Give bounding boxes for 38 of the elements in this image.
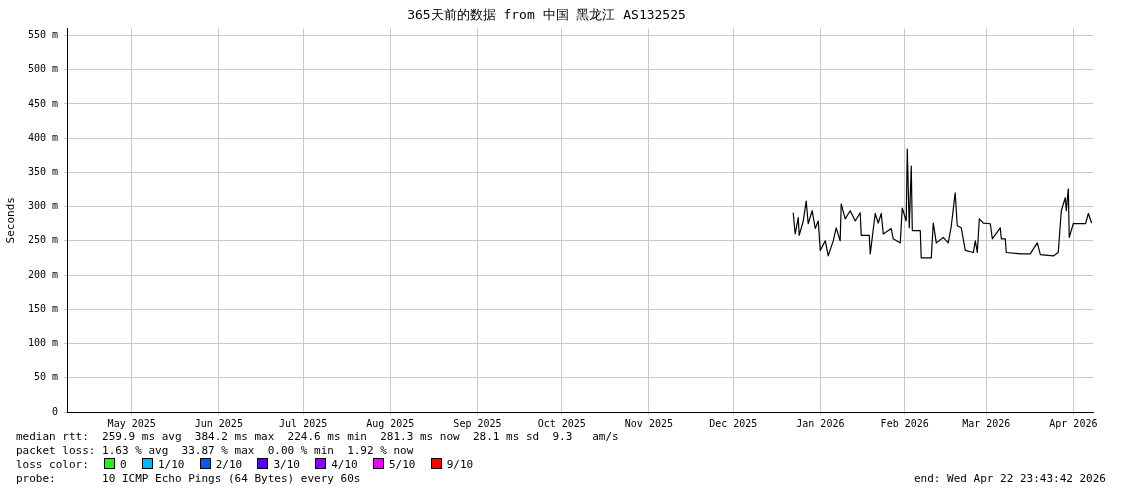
chart-title: 365天前的数据 from 中国 黑龙江 AS132525 — [407, 7, 686, 23]
y-tick-label: 300 m — [27, 200, 58, 212]
x-tick-label: Jul 2025 — [279, 417, 328, 429]
y-tick-label: 400 m — [27, 131, 58, 143]
x-tick-label: May 2025 — [107, 417, 156, 429]
x-tick-label: Mar 2026 — [962, 417, 1011, 429]
text: 2/10 — [215, 458, 244, 471]
x-tick-label: Jun 2025 — [194, 417, 243, 429]
x-tick-label: Oct 2025 — [537, 417, 586, 429]
x-tick-label: Jan 2026 — [796, 417, 845, 429]
text: 3/10 — [273, 458, 301, 471]
x-tick-label: Dec 2025 — [709, 417, 758, 429]
x-tick-label: Apr 2026 — [1049, 417, 1098, 429]
x-tick-label: Nov 2025 — [624, 417, 673, 429]
y-tick-label: 500 m — [27, 63, 58, 75]
x-tick-label: Sep 2025 — [453, 417, 502, 429]
text: 9/10 — [446, 458, 475, 471]
x-tick-label: Aug 2025 — [366, 417, 415, 429]
y-tick-label: 100 m — [27, 337, 58, 349]
y-axis-title: Seconds — [4, 197, 17, 244]
text: 4/10 — [331, 458, 359, 471]
y-tick-label: 250 m — [27, 234, 58, 246]
text: 0 — [120, 458, 128, 471]
text: 1/10 — [157, 458, 186, 471]
y-tick-label: 150 m — [27, 302, 58, 314]
text: end: Wed Apr 22 23:43:42 2026 — [913, 472, 1106, 486]
y-tick-label: 50 m — [33, 371, 58, 383]
y-tick-label: 450 m — [27, 97, 58, 109]
y-tick-label: 200 m — [27, 268, 58, 280]
y-tick-label: 550 m — [27, 29, 58, 41]
x-tick-label: Feb 2026 — [880, 417, 929, 429]
text: loss color: — [16, 458, 90, 471]
y-tick-label: 0 — [51, 405, 58, 417]
text: median rtt: 259.9 ms avg 384.2 ms max 224.6 ms min 281.3 ms now 28.1 ms sd 9.3 am/s — [16, 430, 620, 444]
y-tick-label: 350 m — [27, 165, 58, 177]
text: packet loss: 1.63 % avg 33.87 % max 0.00 % min 1.92 % now — [16, 444, 415, 458]
text: 5/10 — [388, 458, 417, 471]
text: probe: 10 ICMP Echo Pings (64 Bytes) every 60s — [16, 472, 361, 485]
